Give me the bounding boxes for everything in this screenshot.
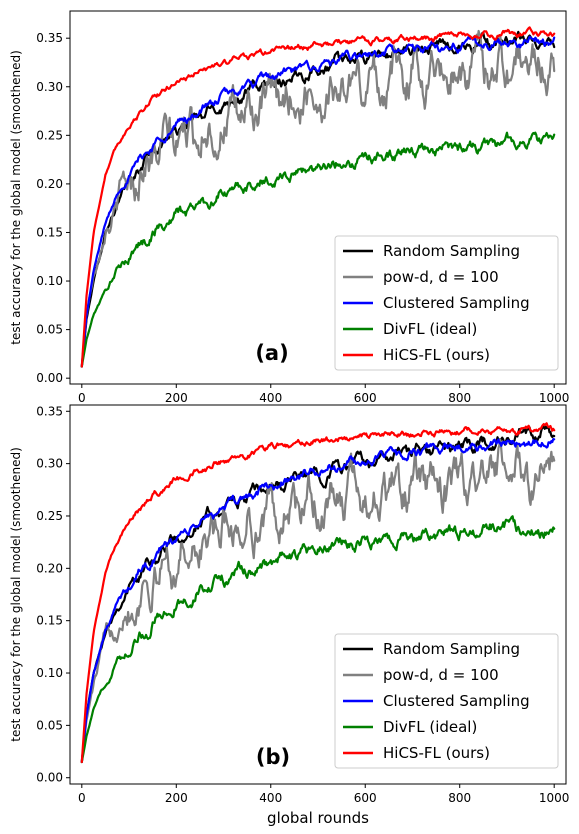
series-line-clustered-sampling bbox=[80, 35, 556, 368]
series-line-divfl-ideal bbox=[80, 515, 556, 764]
legend-entry-pow-d-d-100: pow-d, d = 100 bbox=[383, 268, 499, 286]
x-tick-label: 200 bbox=[165, 791, 188, 805]
y-tick-label: 0.05 bbox=[36, 718, 63, 732]
legend-box bbox=[334, 633, 559, 769]
x-tick-label: 0 bbox=[78, 391, 86, 405]
legend-entry-divfl-ideal: DivFL (ideal) bbox=[383, 718, 477, 736]
legend-entry-hics-fl-ours: HiCS-FL (ours) bbox=[383, 744, 490, 762]
y-tick-label: 0.10 bbox=[36, 274, 63, 288]
x-axis-label: global rounds bbox=[267, 809, 369, 827]
plot-frame bbox=[69, 404, 567, 785]
legend: Random Sampling pow-d, d = 100 Clustered S… bbox=[334, 235, 559, 371]
legend-entry-pow-d-d-100: pow-d, d = 100 bbox=[383, 666, 499, 684]
y-tick-label: 0.20 bbox=[36, 561, 63, 575]
series-group bbox=[80, 26, 556, 368]
panel-label: (b) bbox=[256, 745, 290, 769]
x-tick-label: 800 bbox=[448, 791, 471, 805]
series-group bbox=[80, 422, 556, 764]
chart-panel-b: 0 200 400 600 800 1000 0.00 0.05 0.10 0.15 0.20 0.2… bbox=[9, 404, 569, 805]
panel-label: (a) bbox=[255, 341, 288, 365]
y-tick-label: 0.10 bbox=[36, 666, 63, 680]
series-line-pow-d-d-100 bbox=[80, 438, 556, 764]
series-line-hics-fl-ours bbox=[80, 26, 556, 368]
x-tick-label: 600 bbox=[354, 391, 377, 405]
y-axis-label: test accuracy for the global model (smoo… bbox=[9, 447, 23, 742]
series-line-clustered-sampling bbox=[80, 437, 556, 764]
x-tick-label: 200 bbox=[165, 391, 188, 405]
x-tick-label: 0 bbox=[78, 791, 86, 805]
legend: Random Sampling pow-d, d = 100 Clustered S… bbox=[334, 633, 559, 769]
legend-entry-divfl-ideal: DivFL (ideal) bbox=[383, 320, 477, 338]
x-tick-label: 400 bbox=[259, 791, 282, 805]
legend-entry-random-sampling: Random Sampling bbox=[383, 242, 520, 260]
y-tick-label: 0.15 bbox=[36, 225, 63, 239]
y-tick-label: 0.00 bbox=[36, 771, 63, 785]
series-line-divfl-ideal bbox=[80, 131, 556, 368]
y-tick-label: 0.05 bbox=[36, 323, 63, 337]
y-tick-label: 0.25 bbox=[36, 509, 63, 523]
x-tick-label: 1000 bbox=[539, 791, 570, 805]
plot-frame bbox=[69, 10, 567, 385]
legend-entry-clustered-sampling: Clustered Sampling bbox=[383, 692, 530, 710]
y-tick-label: 0.00 bbox=[36, 371, 63, 385]
series-line-pow-d-d-100 bbox=[80, 29, 556, 368]
legend-entry-clustered-sampling: Clustered Sampling bbox=[383, 294, 530, 312]
x-tick-label: 600 bbox=[354, 791, 377, 805]
x-tick-label: 1000 bbox=[539, 391, 570, 405]
y-tick-label: 0.15 bbox=[36, 614, 63, 628]
y-tick-label: 0.30 bbox=[36, 457, 63, 471]
series-line-hics-fl-ours bbox=[80, 422, 556, 764]
y-tick-label: 0.20 bbox=[36, 177, 63, 191]
y-tick-label: 0.25 bbox=[36, 128, 63, 142]
x-tick-label: 800 bbox=[448, 391, 471, 405]
y-tick-label: 0.35 bbox=[36, 404, 63, 418]
chart-panel-a: 0 200 400 600 800 1000 0.00 0.05 0.10 0.15 0.20 0.2… bbox=[9, 10, 570, 405]
y-tick-label: 0.30 bbox=[36, 80, 63, 94]
x-tick-label: 400 bbox=[259, 391, 282, 405]
y-axis-label: test accuracy for the global model (smoo… bbox=[9, 50, 23, 345]
legend-entry-random-sampling: Random Sampling bbox=[383, 640, 520, 658]
legend-box bbox=[334, 235, 559, 371]
y-tick-label: 0.35 bbox=[36, 31, 63, 45]
legend-entry-hics-fl-ours: HiCS-FL (ours) bbox=[383, 346, 490, 364]
